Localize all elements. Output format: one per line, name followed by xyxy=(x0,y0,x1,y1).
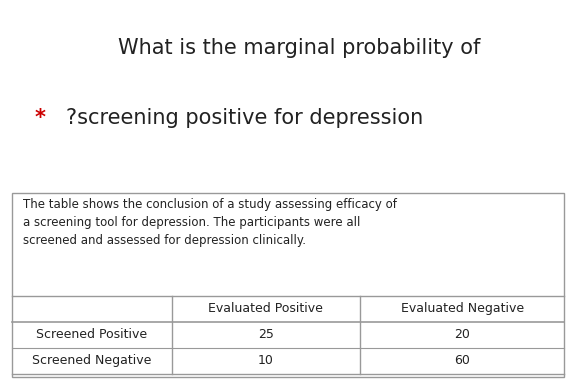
Text: The table shows the conclusion of a study assessing efficacy of
a screening tool: The table shows the conclusion of a stud… xyxy=(22,198,396,247)
Text: 10: 10 xyxy=(258,354,274,367)
Text: What is the marginal probability of: What is the marginal probability of xyxy=(118,38,481,59)
Text: Evaluated Positive: Evaluated Positive xyxy=(209,303,323,315)
Text: 25: 25 xyxy=(258,328,274,341)
Text: 60: 60 xyxy=(454,354,470,367)
Text: Screened Negative: Screened Negative xyxy=(32,354,151,367)
Text: 20: 20 xyxy=(454,328,470,341)
Text: Evaluated Negative: Evaluated Negative xyxy=(401,303,524,315)
Text: ?screening positive for depression: ?screening positive for depression xyxy=(66,108,423,128)
Text: Screened Positive: Screened Positive xyxy=(36,328,147,341)
Text: *: * xyxy=(35,108,53,128)
